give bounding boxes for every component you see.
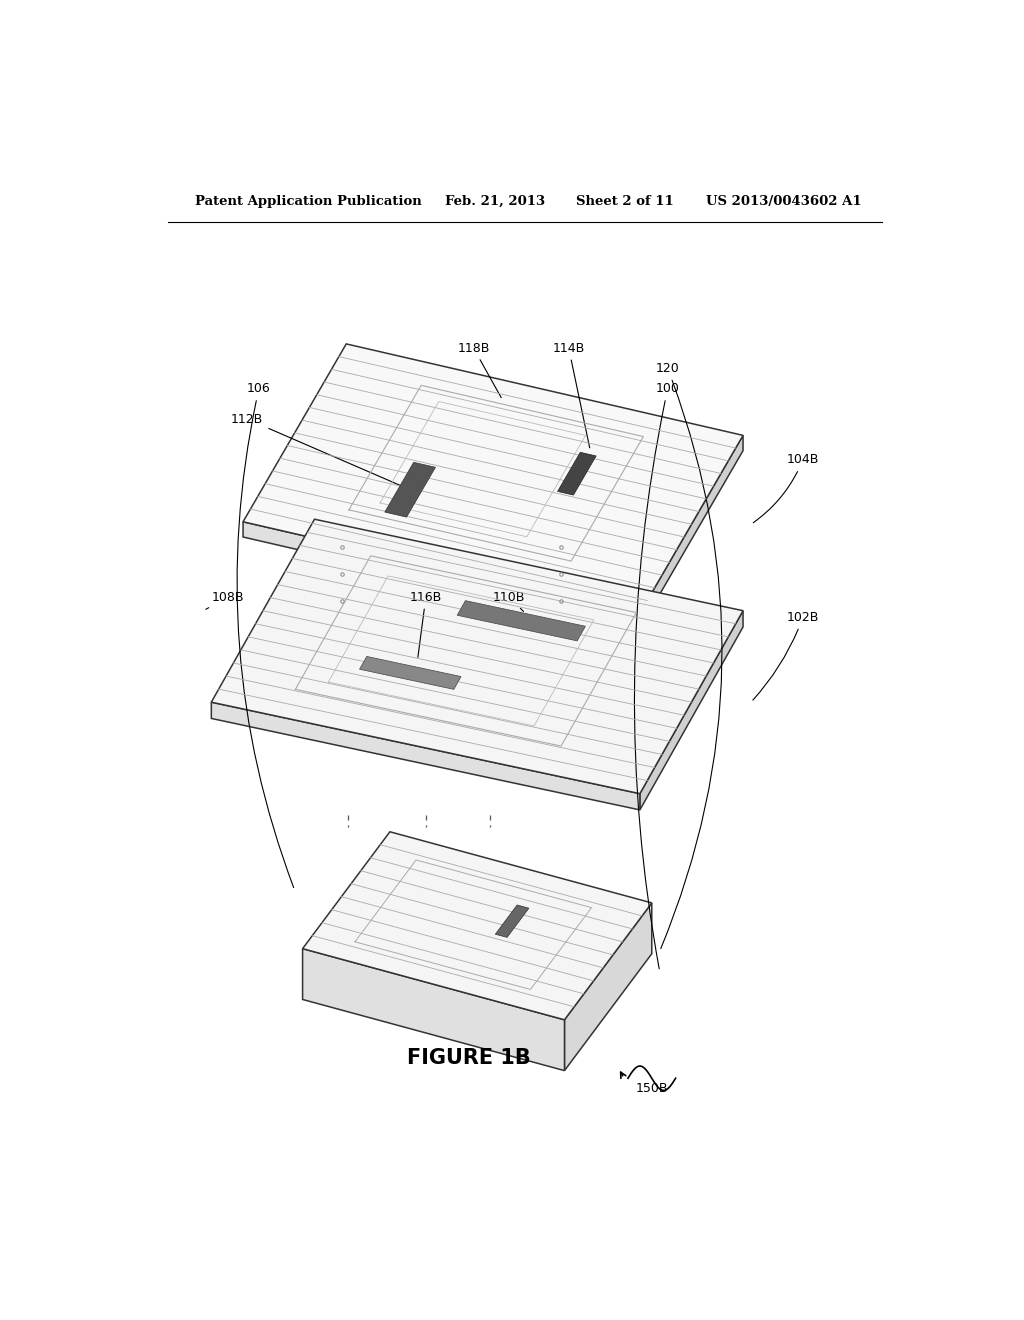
Polygon shape	[385, 462, 435, 517]
Polygon shape	[640, 611, 743, 810]
Polygon shape	[303, 832, 652, 1020]
Text: 118B: 118B	[458, 342, 501, 397]
Text: 106: 106	[237, 383, 294, 887]
Text: FIGURE 1B: FIGURE 1B	[408, 1048, 531, 1068]
Polygon shape	[359, 656, 461, 689]
Text: Patent Application Publication: Patent Application Publication	[196, 194, 422, 207]
Text: 150B: 150B	[636, 1082, 669, 1094]
Polygon shape	[564, 903, 652, 1071]
Polygon shape	[303, 949, 564, 1071]
Text: US 2013/0043602 A1: US 2013/0043602 A1	[706, 194, 861, 207]
Text: Sheet 2 of 11: Sheet 2 of 11	[577, 194, 674, 207]
Polygon shape	[558, 453, 596, 495]
Polygon shape	[243, 521, 640, 628]
Polygon shape	[211, 702, 640, 810]
Text: 116B: 116B	[410, 590, 442, 657]
Text: 104B: 104B	[754, 453, 819, 523]
Text: 112B: 112B	[231, 413, 408, 488]
Text: 114B: 114B	[553, 342, 590, 447]
Text: 100: 100	[635, 383, 680, 969]
Text: 110B: 110B	[494, 590, 525, 611]
Polygon shape	[496, 906, 529, 937]
Text: 108B: 108B	[206, 590, 244, 610]
Polygon shape	[211, 519, 743, 793]
Polygon shape	[640, 436, 743, 628]
Text: Feb. 21, 2013: Feb. 21, 2013	[445, 194, 546, 207]
Text: 120: 120	[655, 362, 722, 949]
Text: 102B: 102B	[753, 611, 819, 700]
Polygon shape	[243, 345, 743, 614]
Polygon shape	[457, 601, 586, 642]
